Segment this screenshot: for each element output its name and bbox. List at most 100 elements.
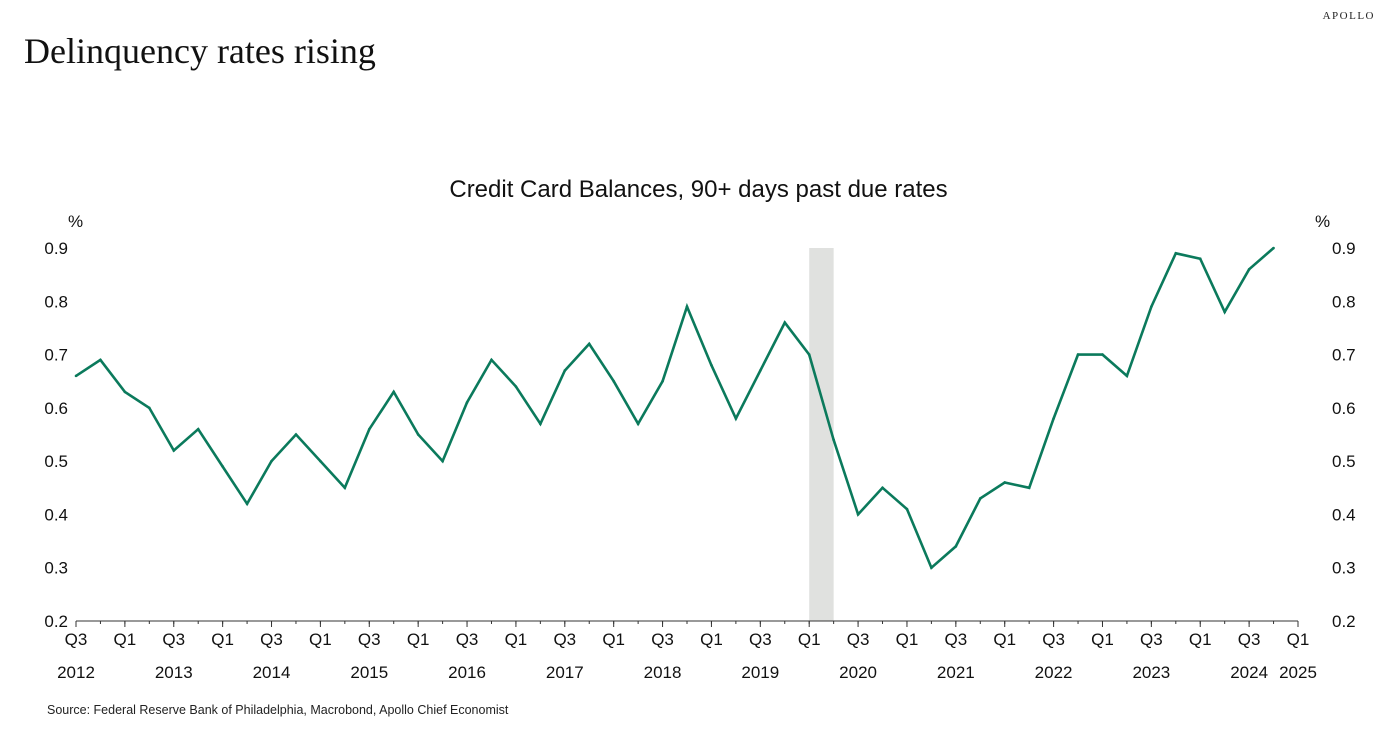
data-point	[930, 566, 933, 570]
x-year-label: 2020	[839, 663, 877, 682]
y-axis-unit-right: %	[1315, 212, 1330, 231]
x-tick-label: Q1	[1287, 630, 1310, 649]
data-point	[490, 358, 493, 362]
data-point	[783, 321, 787, 324]
y-tick-label-left: 0.2	[44, 612, 68, 631]
x-tick-label: Q3	[1140, 630, 1163, 649]
series-layer	[74, 246, 1275, 570]
y-tick-label-right: 0.8	[1332, 292, 1356, 311]
x-tick-label: Q3	[1238, 630, 1261, 649]
data-point	[1052, 417, 1055, 420]
data-point	[1027, 486, 1031, 490]
data-point	[832, 438, 835, 442]
y-tick-label-left: 0.7	[44, 346, 68, 365]
x-year-label: 2013	[155, 663, 193, 682]
x-year-label: 2025	[1279, 663, 1317, 682]
y-tick-label-left: 0.8	[44, 292, 68, 311]
data-point	[954, 545, 958, 548]
x-tick-label: Q3	[162, 630, 185, 649]
x-tick-label: Q1	[896, 630, 919, 649]
x-tick-label: Q3	[65, 630, 88, 649]
x-tick-label: Q1	[798, 630, 821, 649]
y-tick-label-left: 0.5	[44, 452, 68, 471]
y-tick-label-right: 0.5	[1332, 452, 1356, 471]
recession-band	[809, 248, 834, 621]
data-point	[587, 342, 591, 346]
data-point	[1223, 310, 1226, 314]
x-tick-label: Q1	[602, 630, 625, 649]
data-point	[856, 513, 860, 516]
x-tick-label: Q3	[456, 630, 479, 649]
x-tick-label: Q1	[211, 630, 234, 649]
data-point	[881, 486, 884, 490]
x-year-label: 2014	[253, 663, 291, 682]
data-point	[74, 374, 78, 378]
x-tick-label: Q3	[1042, 630, 1065, 649]
data-point	[1125, 374, 1129, 378]
x-year-label: 2023	[1132, 663, 1170, 682]
y-tick-label-right: 0.3	[1332, 559, 1356, 578]
data-point	[710, 363, 713, 367]
data-point	[99, 358, 102, 362]
x-tick-label: Q3	[651, 630, 674, 649]
data-point	[1101, 353, 1104, 356]
x-tick-label: Q1	[309, 630, 332, 649]
x-year-label: 2016	[448, 663, 486, 682]
x-year-label: 2017	[546, 663, 584, 682]
y-tick-label-right: 0.7	[1332, 346, 1356, 365]
x-year-label: 2024	[1230, 663, 1268, 682]
x-tick-label: Q1	[993, 630, 1016, 649]
data-point	[245, 502, 249, 506]
x-year-label: 2012	[57, 663, 95, 682]
recession-band-layer	[809, 248, 834, 621]
data-point	[221, 465, 224, 468]
data-point	[759, 369, 762, 372]
data-point	[1003, 481, 1007, 484]
data-point	[1272, 246, 1275, 250]
data-point	[539, 422, 542, 426]
series-line	[75, 247, 1275, 570]
data-point	[807, 353, 811, 356]
data-point	[294, 433, 298, 436]
x-tick-label: Q1	[1189, 630, 1212, 649]
x-tick-label: Q1	[700, 630, 723, 649]
data-point	[343, 486, 347, 490]
x-tick-label: Q3	[260, 630, 283, 649]
data-point	[270, 459, 273, 463]
data-point	[978, 497, 982, 500]
x-tick-label: Q3	[847, 630, 870, 649]
x-year-label: 2018	[644, 663, 682, 682]
x-tick-label: Q3	[944, 630, 967, 649]
data-point	[392, 390, 396, 394]
x-tick-label: Q3	[358, 630, 381, 649]
data-point	[1198, 257, 1202, 260]
data-point	[1150, 305, 1153, 308]
y-tick-label-right: 0.9	[1332, 239, 1356, 258]
data-point	[1076, 353, 1080, 356]
y-tick-label-left: 0.6	[44, 399, 68, 418]
data-point	[661, 379, 664, 383]
data-point	[734, 417, 738, 420]
data-point	[1247, 268, 1251, 271]
brand-logo: APOLLO	[1322, 10, 1375, 22]
data-point	[1174, 252, 1178, 255]
source-note: Source: Federal Reserve Bank of Philadel…	[47, 703, 509, 717]
x-tick-label: Q1	[407, 630, 430, 649]
x-tick-label: Q3	[553, 630, 576, 649]
x-year-label: 2019	[741, 663, 779, 682]
y-tick-label-left: 0.9	[44, 239, 68, 258]
data-point	[172, 449, 176, 452]
data-point	[148, 406, 151, 410]
y-tick-label-right: 0.6	[1332, 399, 1356, 418]
y-tick-label-right: 0.4	[1332, 505, 1356, 524]
x-year-label: 2022	[1035, 663, 1073, 682]
data-point	[465, 401, 469, 404]
x-tick-label: Q1	[114, 630, 137, 649]
page-title: Delinquency rates rising	[24, 31, 376, 71]
y-tick-label-left: 0.4	[44, 505, 68, 524]
x-tick-label: Q1	[1091, 630, 1114, 649]
data-point	[685, 305, 689, 308]
data-point	[636, 422, 640, 426]
data-point	[441, 459, 444, 463]
